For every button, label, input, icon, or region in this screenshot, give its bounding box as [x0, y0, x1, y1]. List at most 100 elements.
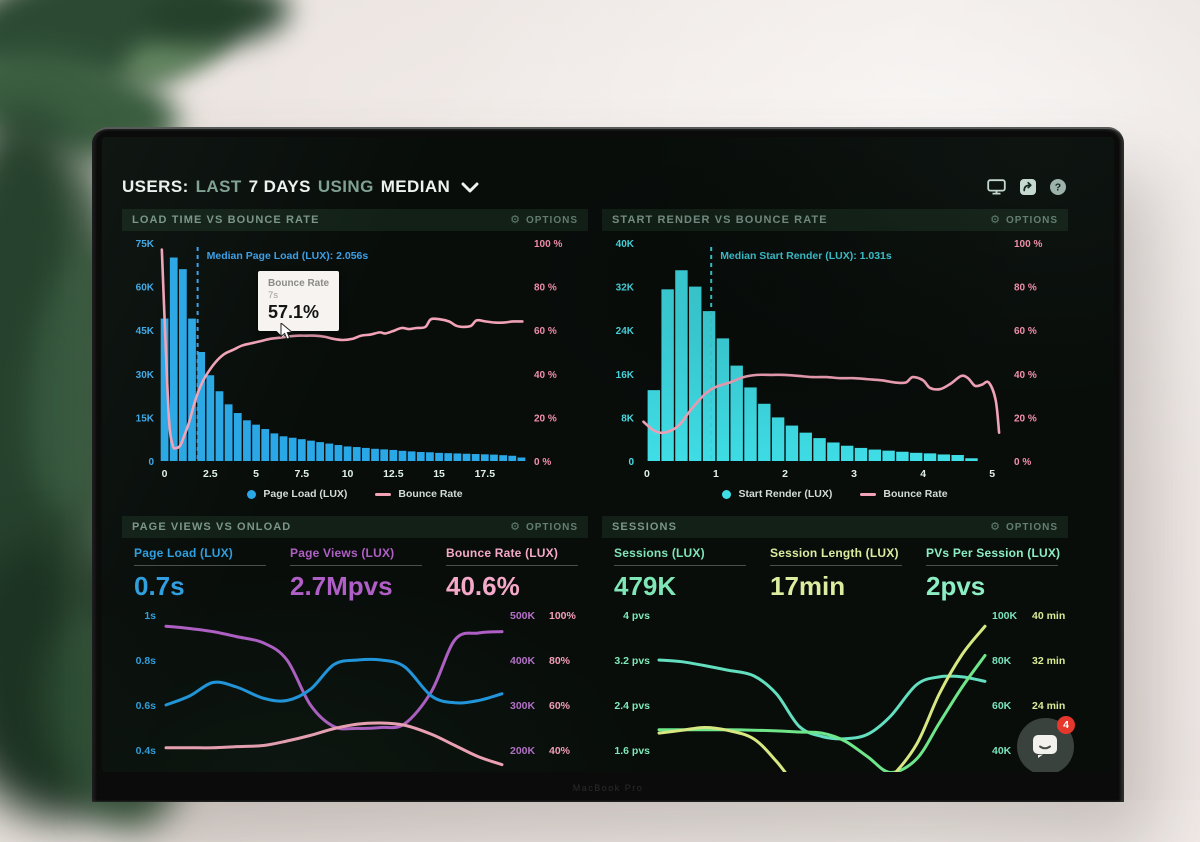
legend-dot-icon [247, 489, 257, 499]
laptop: USERS: LAST 7 DAYS USING MEDIAN [92, 127, 1124, 802]
chart-legend: Start Render (LUX) Bounce Rate [602, 488, 1068, 500]
metric-session-length: Session Length (LUX) 17min [770, 546, 926, 599]
panel-header: PAGE VIEWS VS ONLOAD ⚙ OPTIONS [122, 516, 588, 538]
legend-page-load[interactable]: Page Load (LUX) [247, 488, 347, 500]
svg-text:0: 0 [148, 457, 154, 468]
svg-text:?: ? [1055, 182, 1061, 194]
chart-legend: Page Load (LUX) Bounce Rate [122, 488, 588, 500]
panel-title: START RENDER VS BOUNCE RATE [612, 214, 828, 226]
options-button[interactable]: ⚙ OPTIONS [510, 520, 578, 533]
svg-text:2.4 pvs: 2.4 pvs [614, 700, 650, 712]
title-users: USERS: [122, 177, 189, 196]
legend-start-render[interactable]: Start Render (LUX) [722, 488, 832, 500]
metric-underline [446, 565, 578, 566]
legend-bounce-rate[interactable]: Bounce Rate [860, 488, 948, 500]
svg-text:75K: 75K [136, 239, 155, 250]
svg-text:0: 0 [628, 457, 634, 468]
gear-icon: ⚙ [990, 520, 1001, 533]
svg-text:7.5: 7.5 [295, 468, 310, 480]
panel-load-time-vs-bounce-rate: LOAD TIME VS BOUNCE RATE ⚙ OPTIONS 75K 60… [122, 209, 588, 500]
legend-bounce-rate[interactable]: Bounce Rate [375, 488, 463, 500]
panel-header: SESSIONS ⚙ OPTIONS [602, 516, 1068, 538]
legend-line-icon [375, 492, 392, 496]
panel-header: START RENDER VS BOUNCE RATE ⚙ OPTIONS [602, 209, 1068, 231]
svg-text:4: 4 [920, 468, 926, 480]
chart-tooltip: Bounce Rate 7s 57.1% [258, 271, 340, 331]
svg-text:60K: 60K [136, 283, 155, 294]
panel-start-render-vs-bounce-rate: START RENDER VS BOUNCE RATE ⚙ OPTIONS 4 0… [602, 209, 1068, 500]
svg-text:40K: 40K [992, 745, 1012, 757]
svg-text:100%: 100% [549, 610, 577, 622]
svg-text:0 %: 0 % [534, 457, 551, 468]
chat-bubble-icon [1033, 735, 1057, 758]
svg-text:100 %: 100 % [1014, 239, 1042, 250]
svg-text:Median Start Render (LUX): 1.0: Median Start Render (LUX): 1.031s [720, 250, 892, 262]
mouse-cursor [280, 323, 294, 340]
svg-text:45K: 45K [136, 326, 155, 337]
metric-bounce-rate: Bounce Rate (LUX) 40.6% [446, 546, 600, 599]
sessions-line-chart[interactable]: 4 pvs 3.2 pvs 2.4 pvs 1.6 pvs 100K 80K 60K 40K 4… [602, 599, 1068, 772]
svg-text:400K: 400K [510, 655, 536, 667]
svg-text:17.5: 17.5 [475, 468, 496, 480]
svg-text:4 pvs: 4 pvs [623, 610, 650, 622]
legend-dot-icon [722, 489, 732, 499]
title-last: LAST [195, 177, 242, 196]
svg-text:0: 0 [644, 468, 650, 480]
svg-text:1.6 pvs: 1.6 pvs [614, 745, 650, 757]
svg-text:0.6s: 0.6s [136, 700, 157, 712]
panel-page-views-vs-onload: PAGE VIEWS VS ONLOAD ⚙ OPTIONS Page Load… [122, 516, 588, 772]
svg-text:60K: 60K [992, 700, 1012, 712]
notification-badge: 4 [1057, 716, 1075, 734]
tooltip-bucket: 7s [268, 290, 279, 301]
gear-icon: ⚙ [510, 520, 521, 533]
metric-underline [926, 565, 1058, 566]
svg-text:Median Page Load (LUX): 2.056s: Median Page Load (LUX): 2.056s [207, 250, 369, 262]
svg-text:0.4s: 0.4s [136, 745, 157, 757]
svg-text:80K: 80K [992, 655, 1012, 667]
svg-text:2.5: 2.5 [203, 468, 218, 480]
share-icon[interactable] [1020, 179, 1036, 195]
options-button[interactable]: ⚙ OPTIONS [990, 520, 1058, 533]
svg-text:100 %: 100 % [534, 239, 562, 250]
chevron-down-icon[interactable] [461, 182, 479, 193]
tooltip-series: Bounce Rate [268, 278, 330, 289]
svg-text:80 %: 80 % [534, 283, 557, 294]
title-using: USING [317, 177, 374, 196]
metric-sessions: Sessions (LUX) 479K [614, 546, 770, 599]
svg-text:30K: 30K [136, 370, 155, 381]
display-icon[interactable] [987, 179, 1006, 195]
svg-text:8K: 8K [621, 413, 635, 424]
svg-text:40 min: 40 min [1032, 610, 1065, 622]
options-button[interactable]: ⚙ OPTIONS [990, 213, 1058, 226]
load-time-histogram-chart[interactable]: 75K 60K 45K 30K 15K 0 100 % 80 % 60 % 40 % 20 % 0 %… [122, 231, 588, 483]
gear-icon: ⚙ [990, 213, 1001, 226]
bezel-label: MacBook Pro [572, 783, 644, 793]
svg-text:80 %: 80 % [1014, 283, 1037, 294]
start-render-histogram-chart[interactable]: 40K 32K 24K 16K 8K 0 100 % 80 % 60 % 40 % 20 % 0 % 0… [602, 231, 1068, 483]
svg-text:20 %: 20 % [1014, 413, 1037, 424]
chat-button[interactable]: 4 [1017, 716, 1075, 772]
svg-text:24K: 24K [616, 326, 635, 337]
svg-text:40 %: 40 % [534, 370, 557, 381]
svg-text:3.2 pvs: 3.2 pvs [614, 655, 650, 667]
options-button[interactable]: ⚙ OPTIONS [510, 213, 578, 226]
panel-header: LOAD TIME VS BOUNCE RATE ⚙ OPTIONS [122, 209, 588, 231]
panel-sessions: SESSIONS ⚙ OPTIONS Sessions (LUX) 479K S… [602, 516, 1068, 772]
svg-text:32K: 32K [616, 283, 635, 294]
svg-text:3: 3 [851, 468, 857, 480]
svg-text:500K: 500K [510, 610, 536, 622]
gear-icon: ⚙ [510, 213, 521, 226]
help-icon[interactable]: ? [1050, 179, 1066, 195]
tooltip-value: 57.1% [268, 302, 320, 322]
metric-underline [290, 565, 422, 566]
svg-text:10: 10 [342, 468, 354, 480]
svg-text:60 %: 60 % [1014, 326, 1037, 337]
svg-text:5: 5 [989, 468, 995, 480]
svg-text:0.8s: 0.8s [136, 655, 157, 667]
svg-text:15K: 15K [136, 413, 155, 424]
panel-title: SESSIONS [612, 521, 678, 533]
panel-title: PAGE VIEWS VS ONLOAD [132, 521, 292, 533]
svg-text:0 %: 0 % [1014, 457, 1031, 468]
page-views-line-chart[interactable]: 1s 0.8s 0.6s 0.4s 500K 400K 300K 200K 100% 80% 60%… [122, 599, 588, 772]
svg-text:60 %: 60 % [534, 326, 557, 337]
